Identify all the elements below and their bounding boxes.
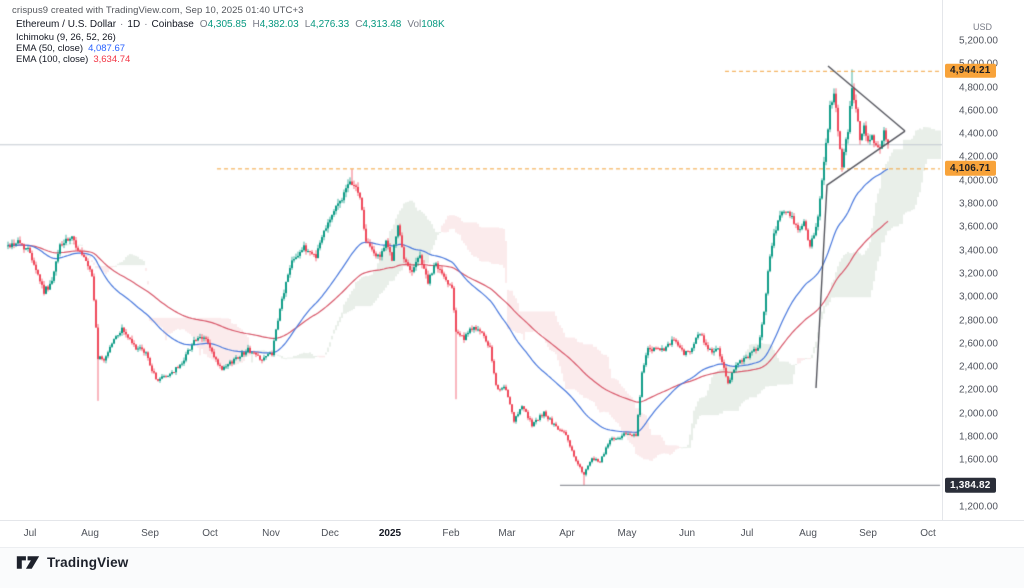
time-tick-label: Aug: [799, 528, 817, 539]
time-axis[interactable]: Jul Aug Sep Oct Nov Dec 2025 Feb Mar Apr May Jun Jul…: [0, 520, 1024, 548]
time-tick-label: May: [617, 528, 637, 539]
time-tick-label: Dec: [321, 528, 339, 539]
ema100-label: EMA (100, close): [16, 54, 89, 65]
open-label: O: [199, 19, 208, 30]
separator: ·: [144, 19, 148, 30]
symbol-legend-row[interactable]: Ethereum / U.S. Dollar · 1D · Coinbase O4,305…: [16, 19, 445, 30]
price-tick-label: 4,600.00: [959, 105, 998, 117]
price-tick-label: 2,800.00: [959, 315, 998, 327]
time-tick-label: Aug: [81, 528, 99, 539]
indicator-ichimoku[interactable]: Ichimoku (9, 26, 52, 26): [16, 32, 116, 43]
time-tick-label: Sep: [141, 528, 159, 539]
indicator-ema100[interactable]: EMA (100, close) 3,634.74: [16, 54, 130, 65]
price-tick-label: 3,600.00: [959, 221, 998, 233]
symbol-interval[interactable]: 1D: [127, 19, 141, 30]
symbol-exchange: Coinbase: [151, 19, 194, 30]
time-tick-label: Oct: [202, 528, 218, 539]
close-value: 4,313.48: [362, 19, 402, 30]
price-tick-label: 2,400.00: [959, 361, 998, 373]
high-value: 4,382.03: [259, 19, 299, 30]
symbol-title[interactable]: Ethereum / U.S. Dollar: [16, 19, 117, 30]
tradingview-logo-icon: [16, 556, 40, 569]
attribution-text: crispus9 created with TradingView.com, S…: [12, 5, 304, 16]
price-tick-label: 5,200.00: [959, 35, 998, 47]
price-tick-label: 1,600.00: [959, 454, 998, 466]
low-label: L: [304, 19, 311, 30]
price-axis[interactable]: USD 5,200.005,000.004,800.004,600.004,40…: [942, 0, 1024, 520]
high-label: H: [252, 19, 260, 30]
price-tick-label: 3,400.00: [959, 245, 998, 257]
price-tick-label: 2,200.00: [959, 384, 998, 396]
price-tick-label: 2,000.00: [959, 408, 998, 420]
time-tick-label: Oct: [920, 528, 936, 539]
volume-value: 108K: [421, 19, 445, 30]
indicator-ema50[interactable]: EMA (50, close) 4,087.67: [16, 43, 125, 54]
tradingview-logo-text: TradingView: [47, 555, 129, 570]
price-level-badge: 4,106.71: [945, 161, 996, 176]
volume-label: Vol: [407, 19, 422, 30]
time-tick-label: Nov: [262, 528, 280, 539]
currency-label: USD: [973, 22, 993, 32]
price-tick-label: 1,200.00: [959, 501, 998, 513]
time-tick-label: Sep: [859, 528, 877, 539]
price-tick-label: 1,800.00: [959, 431, 998, 443]
price-tick-label: 4,400.00: [959, 128, 998, 140]
time-tick-label: Jul: [740, 528, 754, 539]
price-tick-label: 4,200.00: [959, 151, 998, 163]
time-tick-label: Jul: [23, 528, 37, 539]
price-tick-label: 3,200.00: [959, 268, 998, 280]
ema100-value: 3,634.74: [93, 54, 131, 65]
time-tick-label: 2025: [378, 528, 402, 539]
price-level-badge: 4,944.21: [945, 63, 996, 79]
price-tick-label: 3,000.00: [959, 291, 998, 303]
time-tick-label: Mar: [498, 528, 516, 539]
time-tick-label: Apr: [559, 528, 575, 539]
price-chart-pane[interactable]: [0, 0, 942, 520]
low-value: 4,276.33: [310, 19, 350, 30]
separator: ·: [120, 19, 124, 30]
close-label: C: [355, 19, 363, 30]
price-tick-label: 3,800.00: [959, 198, 998, 210]
price-tick-label: 2,600.00: [959, 338, 998, 350]
ema50-label: EMA (50, close): [16, 43, 84, 54]
ema50-value: 4,087.67: [88, 43, 126, 54]
footer-bar: TradingView: [0, 547, 1024, 588]
time-tick-label: Jun: [678, 528, 696, 539]
price-tick-label: 4,000.00: [959, 175, 998, 187]
tradingview-logo[interactable]: TradingView: [16, 555, 128, 570]
time-tick-label: Feb: [442, 528, 460, 539]
price-level-badge: 1,384.82: [945, 478, 996, 493]
candlestick-chart-canvas[interactable]: [0, 0, 942, 520]
open-value: 4,305.85: [207, 19, 247, 30]
price-tick-label: 4,800.00: [959, 82, 998, 94]
